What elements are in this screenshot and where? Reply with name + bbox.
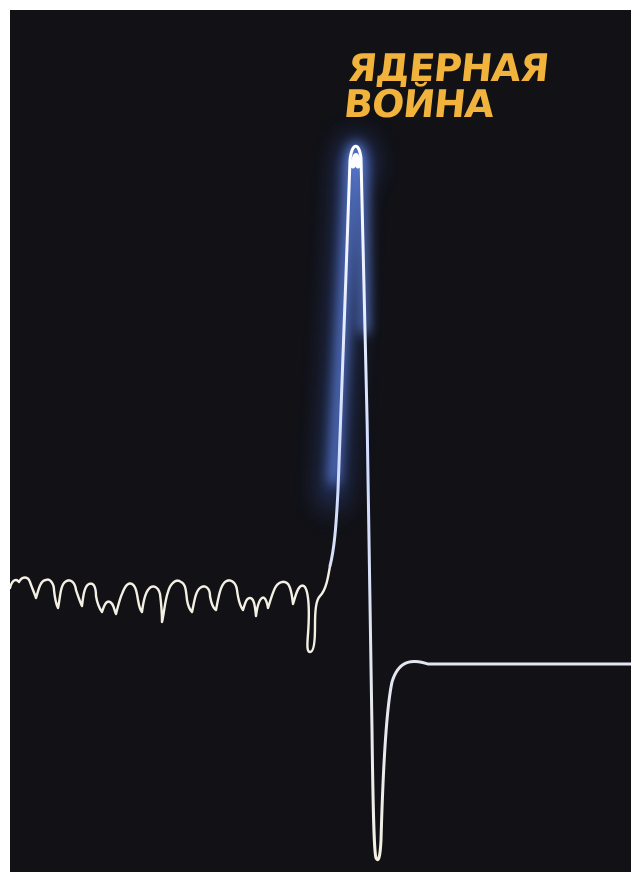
- poster-title: ЯДЕРНАЯ ВОЙНА: [341, 46, 570, 126]
- title-line-2: ВОЙНА: [341, 82, 496, 126]
- pulse-inner-line: [350, 153, 361, 169]
- title-line-1: ЯДЕРНАЯ: [345, 46, 551, 90]
- heartbeat-line: [10, 138, 631, 862]
- crowd-silhouette-outline: [10, 564, 332, 654]
- poster-canvas: ЯДЕРНАЯ ВОЙНА: [10, 10, 631, 872]
- pulse-spike: [328, 144, 631, 862]
